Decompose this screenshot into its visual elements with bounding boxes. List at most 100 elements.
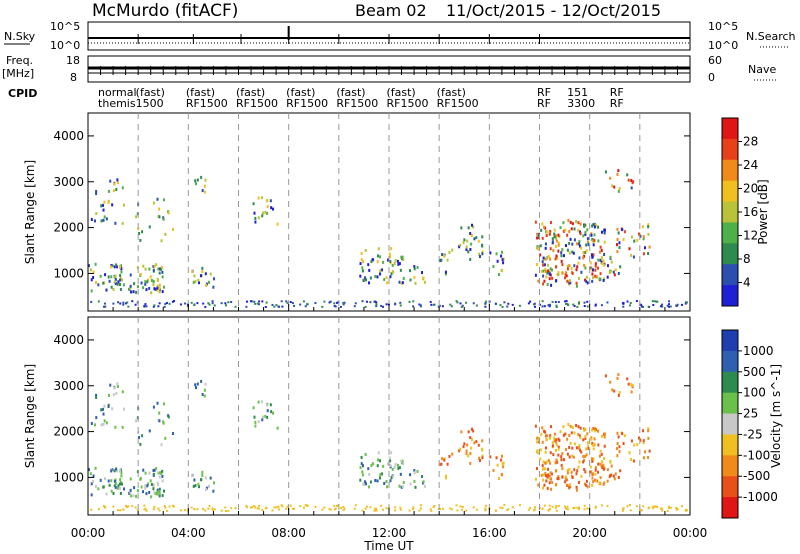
- cpid-label-bottom: RF1500: [236, 97, 278, 110]
- velocity-cell: [466, 443, 469, 447]
- velocity-cell: [365, 505, 368, 508]
- velocity-cell: [632, 459, 635, 463]
- power-cell: [562, 254, 565, 258]
- power-cell: [234, 305, 237, 308]
- power-cell: [566, 233, 569, 237]
- velocity-cell: [161, 474, 164, 478]
- power-cell: [102, 305, 105, 308]
- velocity-cell: [430, 509, 433, 512]
- power-cell: [321, 305, 324, 308]
- velocity-cell: [551, 444, 554, 448]
- velocity-cell: [601, 466, 604, 470]
- velocity-cell: [575, 485, 578, 489]
- power-cell: [469, 232, 472, 236]
- power-cell: [179, 303, 182, 306]
- velocity-cell: [503, 504, 506, 507]
- velocity-cell: [143, 508, 146, 511]
- power-cell: [591, 272, 594, 276]
- power-cell: [511, 303, 514, 306]
- power-cell: [368, 268, 371, 272]
- power-cell: [113, 265, 116, 269]
- velocity-cell: [460, 430, 463, 434]
- velocity-cell: [127, 505, 130, 508]
- power-cell: [213, 304, 216, 307]
- velocity-cell: [368, 472, 371, 476]
- power-cell: [273, 305, 276, 308]
- velocity-cell: [470, 446, 473, 450]
- power-cell: [364, 305, 367, 308]
- power-cell: [639, 234, 642, 238]
- velocity-cell: [419, 507, 422, 510]
- power-cell: [600, 256, 603, 260]
- velocity-cell: [227, 509, 230, 512]
- velocity-cell: [139, 442, 142, 446]
- power-cell: [444, 270, 447, 274]
- velocity-cell: [549, 434, 552, 438]
- power-cell: [586, 300, 589, 303]
- velocity-cell: [613, 477, 616, 481]
- velocity-cell: [334, 507, 337, 510]
- power-cell: [335, 301, 338, 304]
- power-cell: [506, 305, 509, 308]
- power-cell: [606, 264, 609, 268]
- power-cell: [225, 304, 228, 307]
- power-cell: [535, 246, 538, 250]
- velocity-cell: [161, 479, 164, 483]
- velocity-cell: [602, 482, 605, 486]
- power-cell: [171, 228, 174, 232]
- velocity-cell: [591, 428, 594, 432]
- nave-tick-top: 60: [708, 54, 722, 67]
- velocity-cell: [579, 436, 582, 440]
- power-cell: [285, 300, 288, 303]
- power-cell: [554, 244, 557, 248]
- velocity-cell: [566, 437, 569, 441]
- power-cell: [540, 228, 543, 232]
- power-cell: [161, 275, 164, 279]
- velocity-cell: [203, 394, 206, 398]
- power-scatter: [88, 169, 688, 308]
- velocity-cell: [556, 460, 559, 464]
- cpid-label-top: RF: [537, 86, 551, 99]
- velocity-cell: [599, 449, 602, 453]
- velocity-cell: [156, 401, 159, 405]
- power-cell: [584, 230, 587, 234]
- velocity-cell: [640, 509, 643, 512]
- power-cell: [594, 224, 597, 228]
- velocity-cell: [398, 466, 401, 470]
- velocity-cell: [212, 489, 215, 493]
- power-cell: [478, 252, 481, 256]
- power-cell: [622, 238, 625, 242]
- power-cell: [473, 237, 476, 241]
- velocity-cell: [196, 508, 199, 511]
- velocity-cell: [584, 482, 587, 486]
- power-cell: [616, 172, 619, 176]
- velocity-cell: [467, 430, 470, 434]
- power-cell: [261, 211, 264, 215]
- velocity-cell: [598, 454, 601, 458]
- velocity-cell: [394, 506, 397, 509]
- power-cell: [252, 202, 255, 206]
- velocity-cell: [329, 508, 332, 511]
- power-cell: [359, 262, 362, 266]
- power-cell: [534, 305, 537, 308]
- power-cell: [385, 303, 388, 306]
- velocity-cell: [575, 423, 578, 427]
- power-cell: [580, 246, 583, 250]
- velocity-cell: [585, 447, 588, 451]
- power-cell: [396, 259, 399, 263]
- plot-title: McMurdo (fitACF): [92, 1, 238, 21]
- power-cell: [203, 190, 206, 194]
- power-cell: [582, 250, 585, 254]
- colorbar-swatch: [722, 476, 738, 498]
- power-cell: [158, 207, 161, 211]
- cpid-label-bottom: RF1500: [336, 97, 378, 110]
- power-cell: [302, 300, 305, 303]
- power-cell: [544, 267, 547, 271]
- velocity-cell: [152, 484, 155, 488]
- power-cell: [660, 303, 663, 306]
- power-cell: [615, 243, 618, 247]
- power-cell: [653, 300, 656, 303]
- velocity-cell: [465, 452, 468, 456]
- power-cell: [364, 276, 367, 280]
- velocity-cell: [576, 469, 579, 473]
